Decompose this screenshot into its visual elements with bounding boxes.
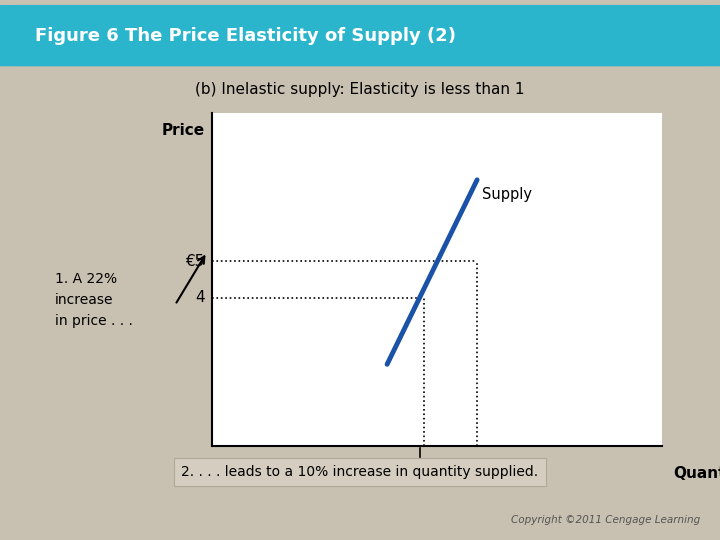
- Text: Quantity: Quantity: [673, 466, 720, 481]
- Text: €5: €5: [185, 253, 204, 268]
- FancyBboxPatch shape: [0, 5, 720, 66]
- Text: Figure 6 The Price Elasticity of Supply (2): Figure 6 The Price Elasticity of Supply …: [35, 26, 456, 45]
- Text: Supply: Supply: [482, 187, 532, 202]
- Text: 110: 110: [463, 466, 492, 481]
- Text: Copyright ©2011 Cengage Learning: Copyright ©2011 Cengage Learning: [510, 515, 700, 525]
- Text: 4: 4: [195, 291, 204, 306]
- Text: 100: 100: [410, 466, 438, 481]
- Text: 1. A 22%
increase
in price . . .: 1. A 22% increase in price . . .: [55, 272, 133, 328]
- Text: 0: 0: [207, 466, 217, 481]
- Text: 2. . . . leads to a 10% increase in quantity supplied.: 2. . . . leads to a 10% increase in quan…: [181, 465, 539, 479]
- Text: (b) Inelastic supply: Elasticity is less than 1: (b) Inelastic supply: Elasticity is less…: [195, 82, 525, 97]
- Text: Price: Price: [161, 123, 204, 138]
